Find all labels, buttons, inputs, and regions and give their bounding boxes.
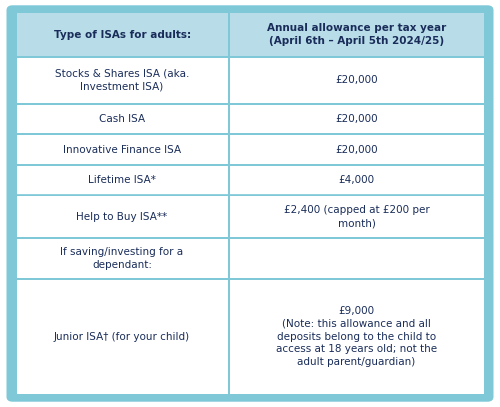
- Text: Annual allowance per tax year
(April 6th – April 5th 2024/25): Annual allowance per tax year (April 6th…: [267, 23, 446, 46]
- Bar: [230, 58, 484, 103]
- Bar: [16, 13, 228, 56]
- Bar: [230, 135, 484, 164]
- Text: Stocks & Shares ISA (aka.
Investment ISA): Stocks & Shares ISA (aka. Investment ISA…: [55, 69, 189, 92]
- Text: £9,000
(Note: this allowance and all
deposits belong to the child to
access at 1: £9,000 (Note: this allowance and all dep…: [276, 306, 437, 367]
- Bar: [16, 196, 228, 237]
- Bar: [230, 105, 484, 133]
- Text: If saving/investing for a
dependant:: If saving/investing for a dependant:: [60, 247, 184, 270]
- Text: £4,000: £4,000: [338, 175, 374, 185]
- Text: Help to Buy ISA**: Help to Buy ISA**: [76, 212, 168, 222]
- Text: Cash ISA: Cash ISA: [99, 114, 145, 124]
- Bar: [16, 135, 228, 164]
- Bar: [16, 58, 228, 103]
- Bar: [16, 166, 228, 195]
- Text: Innovative Finance ISA: Innovative Finance ISA: [63, 144, 181, 155]
- Bar: [230, 13, 484, 56]
- Text: £2,400 (capped at £200 per
month): £2,400 (capped at £200 per month): [284, 205, 430, 228]
- Bar: [16, 105, 228, 133]
- Bar: [16, 280, 228, 394]
- FancyBboxPatch shape: [6, 5, 494, 402]
- Text: Type of ISAs for adults:: Type of ISAs for adults:: [54, 30, 190, 40]
- Text: £20,000: £20,000: [335, 144, 378, 155]
- Bar: [230, 196, 484, 237]
- Text: £20,000: £20,000: [335, 114, 378, 124]
- Text: £20,000: £20,000: [335, 75, 378, 85]
- Bar: [230, 239, 484, 278]
- Bar: [16, 239, 228, 278]
- Text: Lifetime ISA*: Lifetime ISA*: [88, 175, 156, 185]
- Text: Junior ISA† (for your child): Junior ISA† (for your child): [54, 332, 190, 341]
- Bar: [230, 166, 484, 195]
- Bar: [230, 280, 484, 394]
